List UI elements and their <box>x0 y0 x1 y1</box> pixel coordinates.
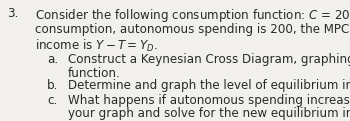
Text: c.: c. <box>47 94 57 107</box>
Text: a.: a. <box>47 53 58 66</box>
Text: Consider the following consumption function: $\mathit{C}$ = 200 + 0.75($Y_D$). H: Consider the following consumption funct… <box>35 7 350 24</box>
Text: b.: b. <box>47 79 59 92</box>
Text: 3.: 3. <box>7 7 18 20</box>
Text: income is $\mathit{Y} - \mathit{T} = Y_D$.: income is $\mathit{Y} - \mathit{T} = Y_D… <box>35 38 158 54</box>
Text: consumption, autonomous spending is 200, the MPC is 0.75, and disposable: consumption, autonomous spending is 200,… <box>35 23 350 36</box>
Text: Construct a Keynesian Cross Diagram, graphing the consumption: Construct a Keynesian Cross Diagram, gra… <box>68 53 350 66</box>
Text: function.: function. <box>68 67 121 80</box>
Text: What happens if autonomous spending increases to 300? Show on: What happens if autonomous spending incr… <box>68 94 350 107</box>
Text: Determine and graph the level of equilibrium income.: Determine and graph the level of equilib… <box>68 79 350 92</box>
Text: your graph and solve for the new equilibrium income.: your graph and solve for the new equilib… <box>68 107 350 120</box>
